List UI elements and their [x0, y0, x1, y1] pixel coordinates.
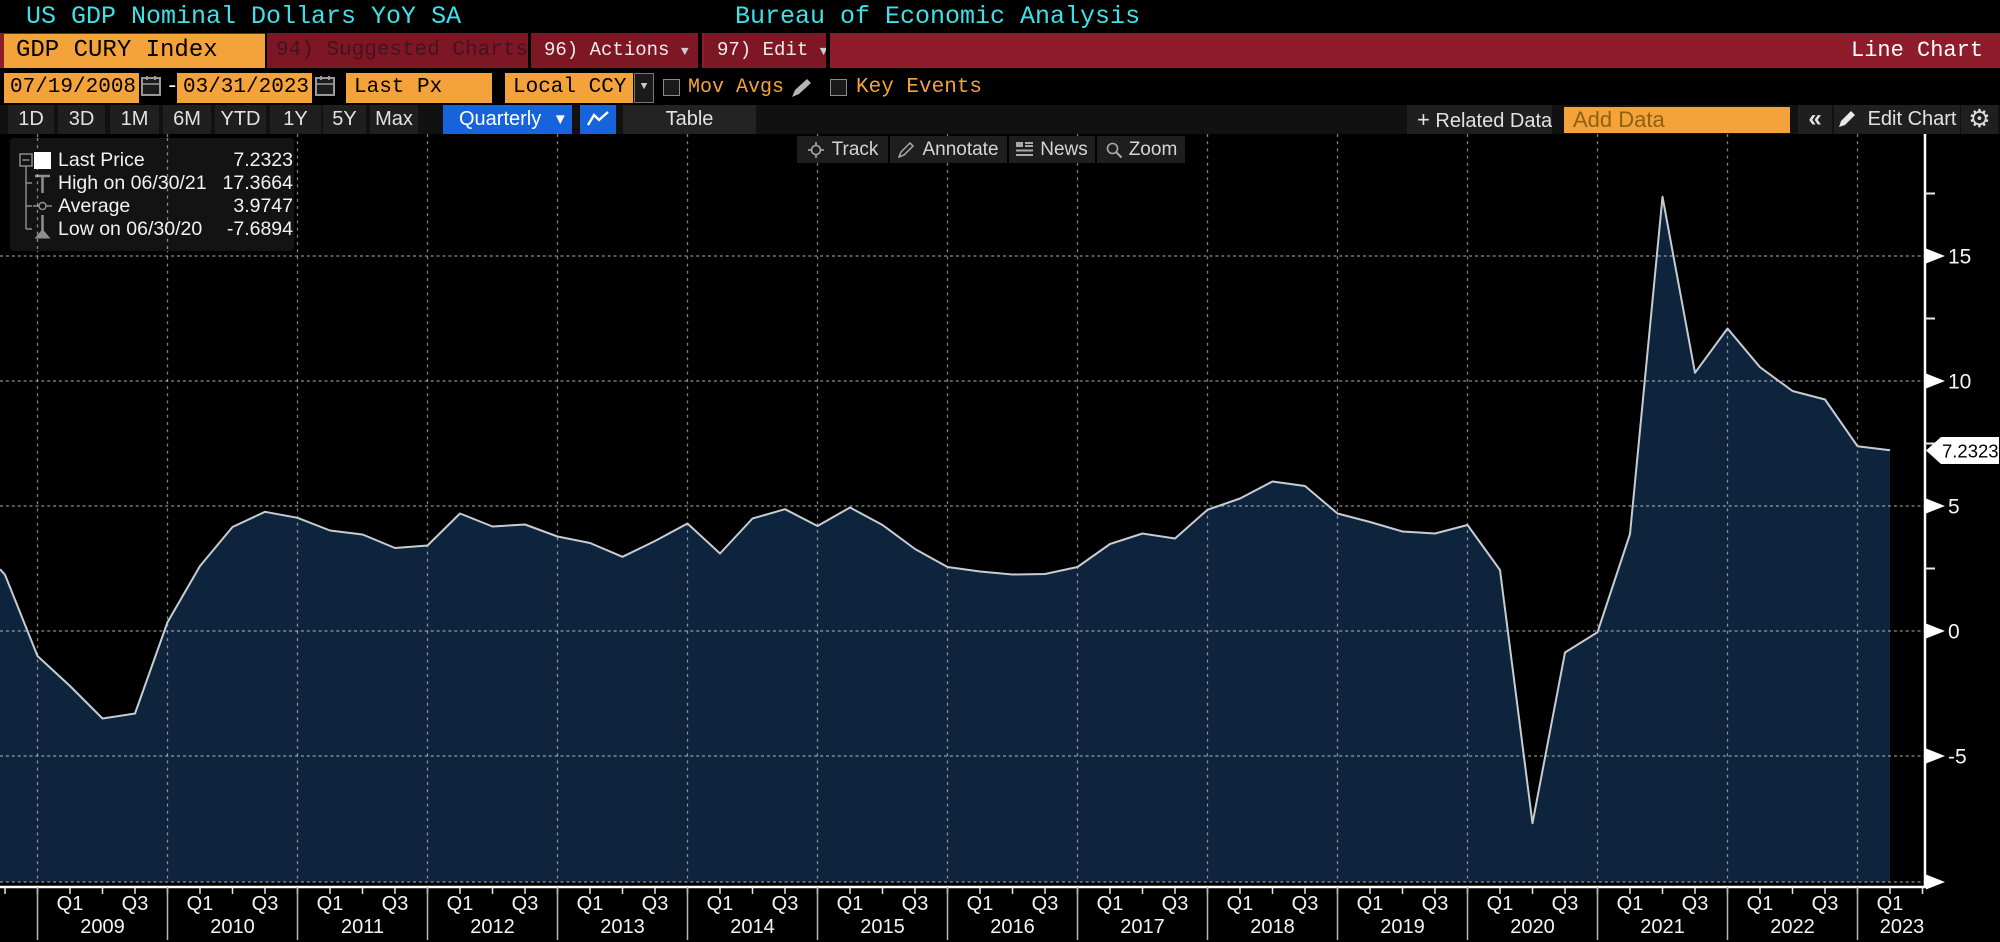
svg-text:2018: 2018 [1250, 916, 1295, 938]
svg-text:Q1: Q1 [187, 893, 214, 915]
svg-text:2013: 2013 [600, 916, 645, 938]
svg-text:Q1: Q1 [1487, 893, 1514, 915]
svg-text:2011: 2011 [341, 916, 384, 938]
svg-text:2019: 2019 [1380, 916, 1425, 938]
svg-text:Q3: Q3 [1292, 893, 1319, 915]
svg-text:Q3: Q3 [1162, 893, 1189, 915]
svg-text:2015: 2015 [860, 916, 905, 938]
svg-text:Q1: Q1 [577, 893, 604, 915]
svg-text:Q1: Q1 [447, 893, 474, 915]
svg-text:2021: 2021 [1640, 916, 1685, 938]
svg-text:2009: 2009 [80, 916, 125, 938]
svg-text:Q1: Q1 [1227, 893, 1254, 915]
svg-text:Q3: Q3 [512, 893, 539, 915]
svg-text:2017: 2017 [1120, 916, 1165, 938]
svg-text:Q1: Q1 [1357, 893, 1384, 915]
svg-text:5: 5 [1948, 496, 1960, 519]
svg-text:0: 0 [1948, 621, 1960, 644]
svg-text:Q3: Q3 [1812, 893, 1839, 915]
svg-text:2016: 2016 [990, 916, 1035, 938]
svg-text:Q1: Q1 [57, 893, 84, 915]
svg-text:Q1: Q1 [1747, 893, 1774, 915]
svg-text:2023: 2023 [1880, 916, 1925, 938]
svg-text:7.2323: 7.2323 [1942, 441, 1999, 462]
svg-text:Q1: Q1 [1617, 893, 1644, 915]
svg-text:Q3: Q3 [642, 893, 669, 915]
svg-text:Q1: Q1 [317, 893, 344, 915]
svg-text:Q3: Q3 [1682, 893, 1709, 915]
svg-text:Q3: Q3 [902, 893, 929, 915]
svg-text:2010: 2010 [210, 916, 255, 938]
svg-text:2020: 2020 [1510, 916, 1555, 938]
svg-text:Q3: Q3 [772, 893, 799, 915]
svg-text:Q1: Q1 [837, 893, 864, 915]
svg-text:Q1: Q1 [707, 893, 734, 915]
svg-text:Q3: Q3 [1032, 893, 1059, 915]
svg-text:Q1: Q1 [967, 893, 994, 915]
svg-text:Q3: Q3 [1422, 893, 1449, 915]
svg-text:Q3: Q3 [252, 893, 279, 915]
svg-text:Q1: Q1 [1097, 893, 1124, 915]
svg-text:2022: 2022 [1770, 916, 1815, 938]
svg-text:2014: 2014 [730, 916, 775, 938]
svg-text:-5: -5 [1948, 746, 1967, 769]
svg-text:15: 15 [1948, 246, 1971, 269]
svg-text:2012: 2012 [470, 916, 515, 938]
svg-text:Q3: Q3 [1552, 893, 1579, 915]
svg-text:Q1: Q1 [1877, 893, 1904, 915]
svg-text:Q3: Q3 [122, 893, 149, 915]
svg-text:10: 10 [1948, 371, 1971, 394]
svg-text:Q3: Q3 [382, 893, 409, 915]
